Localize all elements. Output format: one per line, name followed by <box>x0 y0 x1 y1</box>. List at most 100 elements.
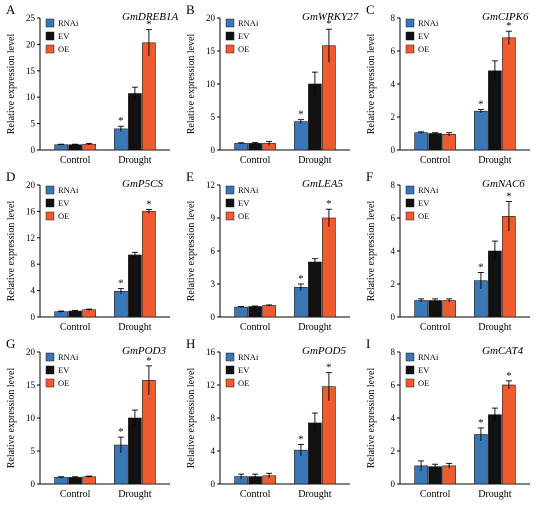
legend-swatch-rnai <box>225 18 235 28</box>
y-tick-label: 8 <box>211 413 216 423</box>
y-tick-label: 8 <box>391 13 396 23</box>
panel-letter: G <box>6 336 15 351</box>
category-label: Control <box>60 155 91 166</box>
legend-label: RNAi <box>238 18 259 28</box>
category-label: Control <box>60 489 91 500</box>
bar-rnai <box>54 311 68 318</box>
bar-rnai <box>114 290 128 318</box>
bar-oe <box>142 42 156 151</box>
bar-oe <box>442 300 456 318</box>
legend-label: OE <box>418 211 429 221</box>
legend-swatch-ev <box>45 365 55 375</box>
legend-swatch-rnai <box>225 352 235 362</box>
legend-swatch-ev <box>45 198 55 208</box>
legend-swatch-ev <box>405 198 415 208</box>
bar-ev <box>428 466 442 485</box>
y-tick-label: 10 <box>26 92 36 102</box>
gene-name: GmCAT4 <box>482 345 524 357</box>
bar-rnai <box>234 143 248 151</box>
panel-f: F GmNAC6 0 2 4 6 8 Relative expression level Con… <box>366 169 530 333</box>
significance-star: * <box>298 433 304 445</box>
significance-star: * <box>326 362 332 374</box>
significance-star: * <box>146 19 152 31</box>
legend-swatch-ev <box>225 365 235 375</box>
significance-star: * <box>298 273 304 285</box>
panel-a: A GmDREB1A 0 5 10 15 20 25 Relative expression l… <box>6 2 178 166</box>
y-tick-label: 16 <box>26 206 36 216</box>
y-tick-label: 8 <box>31 259 36 269</box>
panel-b: B GmWRKY27 0 5 10 15 20 Relative expression lev… <box>186 2 359 166</box>
y-axis-label: Relative expression level <box>186 34 197 135</box>
legend-swatch-rnai <box>45 18 55 28</box>
panel-letter: I <box>366 336 370 351</box>
legend-label: RNAi <box>58 18 79 28</box>
category-label: Control <box>240 489 271 500</box>
legend-swatch-rnai <box>225 185 235 195</box>
panel-i: I GmCAT4 0 2 4 6 8 Relative expression level Con… <box>366 336 530 500</box>
legend-swatch-oe <box>225 378 235 388</box>
bar-rnai <box>54 144 68 151</box>
legend-label: RNAi <box>418 352 439 362</box>
y-tick-label: 0 <box>391 312 396 322</box>
legend-label: EV <box>58 365 70 375</box>
legend-swatch-oe <box>45 378 55 388</box>
y-tick-label: 0 <box>31 479 36 489</box>
y-tick-label: 5 <box>31 446 36 456</box>
y-tick-label: 6 <box>391 380 396 390</box>
legend-label: EV <box>238 198 250 208</box>
y-tick-label: 6 <box>211 246 216 256</box>
significance-star: * <box>506 20 512 32</box>
category-label: Drought <box>118 322 152 333</box>
bar-rnai <box>474 110 488 151</box>
category-label: Drought <box>118 155 152 166</box>
legend-swatch-ev <box>405 365 415 375</box>
significance-star: * <box>118 115 124 127</box>
y-tick-label: 15 <box>26 380 36 390</box>
legend-swatch-oe <box>45 211 55 221</box>
category-label: Drought <box>298 322 332 333</box>
significance-star: * <box>118 278 124 290</box>
y-tick-label: 8 <box>391 347 396 357</box>
legend-label: OE <box>238 378 249 388</box>
category-label: Drought <box>478 322 512 333</box>
bar-rnai <box>234 306 248 318</box>
y-tick-label: 12 <box>206 180 215 190</box>
bar-oe <box>502 216 516 318</box>
gene-name: GmLEA5 <box>302 178 343 190</box>
bar-oe <box>502 37 516 151</box>
bar-oe <box>142 380 156 485</box>
legend-swatch-oe <box>405 211 415 221</box>
y-tick-label: 4 <box>31 286 36 296</box>
legend-swatch-oe <box>405 44 415 54</box>
bar-oe <box>82 476 96 485</box>
bar-ev <box>68 144 82 151</box>
y-tick-label: 0 <box>211 312 216 322</box>
significance-star: * <box>478 417 484 429</box>
bar-oe <box>442 134 456 151</box>
y-tick-label: 5 <box>31 119 36 129</box>
y-axis-label: Relative expression level <box>186 368 197 469</box>
bar-rnai <box>54 477 68 485</box>
legend-swatch-oe <box>225 44 235 54</box>
category-label: Drought <box>298 155 332 166</box>
legend-label: RNAi <box>238 185 259 195</box>
category-label: Control <box>420 155 451 166</box>
y-tick-label: 0 <box>211 479 216 489</box>
panel-d: D GmP5CS 0 4 8 12 16 20 Relative expression leve… <box>6 169 170 333</box>
bar-ev <box>128 417 142 485</box>
y-tick-label: 15 <box>206 46 216 56</box>
y-tick-label: 4 <box>211 446 216 456</box>
significance-star: * <box>146 355 152 367</box>
bar-ev <box>68 477 82 485</box>
y-axis-label: Relative expression level <box>186 201 197 302</box>
bar-rnai <box>474 434 488 485</box>
legend-label: OE <box>58 211 69 221</box>
gene-name: GmP5CS <box>122 178 163 190</box>
significance-star: * <box>146 198 152 210</box>
y-tick-label: 3 <box>211 279 216 289</box>
panel-c: C GmCIPK6 0 2 4 6 8 Relative expression level Co… <box>366 2 530 166</box>
y-tick-label: 15 <box>26 66 36 76</box>
legend-label: EV <box>238 31 250 41</box>
y-axis-label: Relative expression level <box>366 201 377 302</box>
